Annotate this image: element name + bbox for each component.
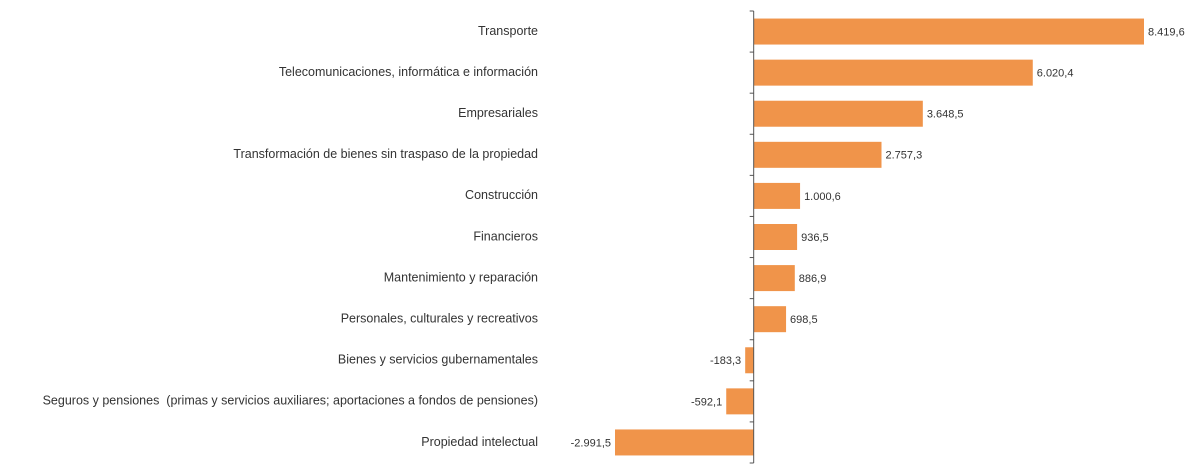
category-label: Personales, culturales y recreativos (341, 311, 538, 325)
value-label: 936,5 (801, 232, 829, 244)
bar (753, 100, 923, 127)
bar (753, 182, 801, 209)
bar (753, 141, 882, 168)
category-label: Propiedad intelectual (421, 435, 538, 449)
value-label: -2.991,5 (571, 437, 611, 449)
value-label: 8.419,6 (1148, 26, 1185, 38)
value-label: 1.000,6 (804, 191, 841, 203)
bar (753, 224, 798, 250)
category-label: Construcción (465, 188, 538, 202)
bar (753, 18, 1144, 45)
bar (753, 59, 1033, 86)
bar (753, 306, 787, 333)
category-label: Transformación de bienes sin traspaso de… (233, 147, 538, 161)
bar (726, 388, 754, 415)
value-label: -592,1 (691, 396, 722, 408)
bar (753, 265, 795, 292)
value-label: 3.648,5 (927, 109, 964, 121)
category-label: Telecomunicaciones, informática e inform… (279, 65, 538, 79)
category-label: Transporte (478, 24, 538, 38)
value-label: 6.020,4 (1037, 68, 1074, 80)
bar (615, 429, 754, 456)
category-label: Mantenimiento y reparación (384, 270, 538, 284)
bar (745, 347, 754, 374)
value-label: 698,5 (790, 314, 818, 326)
value-label: -183,3 (710, 355, 741, 367)
value-label: 2.757,3 (886, 150, 923, 162)
category-label: Seguros y pensiones (primas y servicios … (43, 394, 538, 408)
category-label: Bienes y servicios gubernamentales (338, 353, 538, 367)
category-label: Financieros (473, 229, 538, 243)
category-label: Empresariales (458, 106, 538, 120)
value-label: 886,9 (799, 273, 827, 285)
